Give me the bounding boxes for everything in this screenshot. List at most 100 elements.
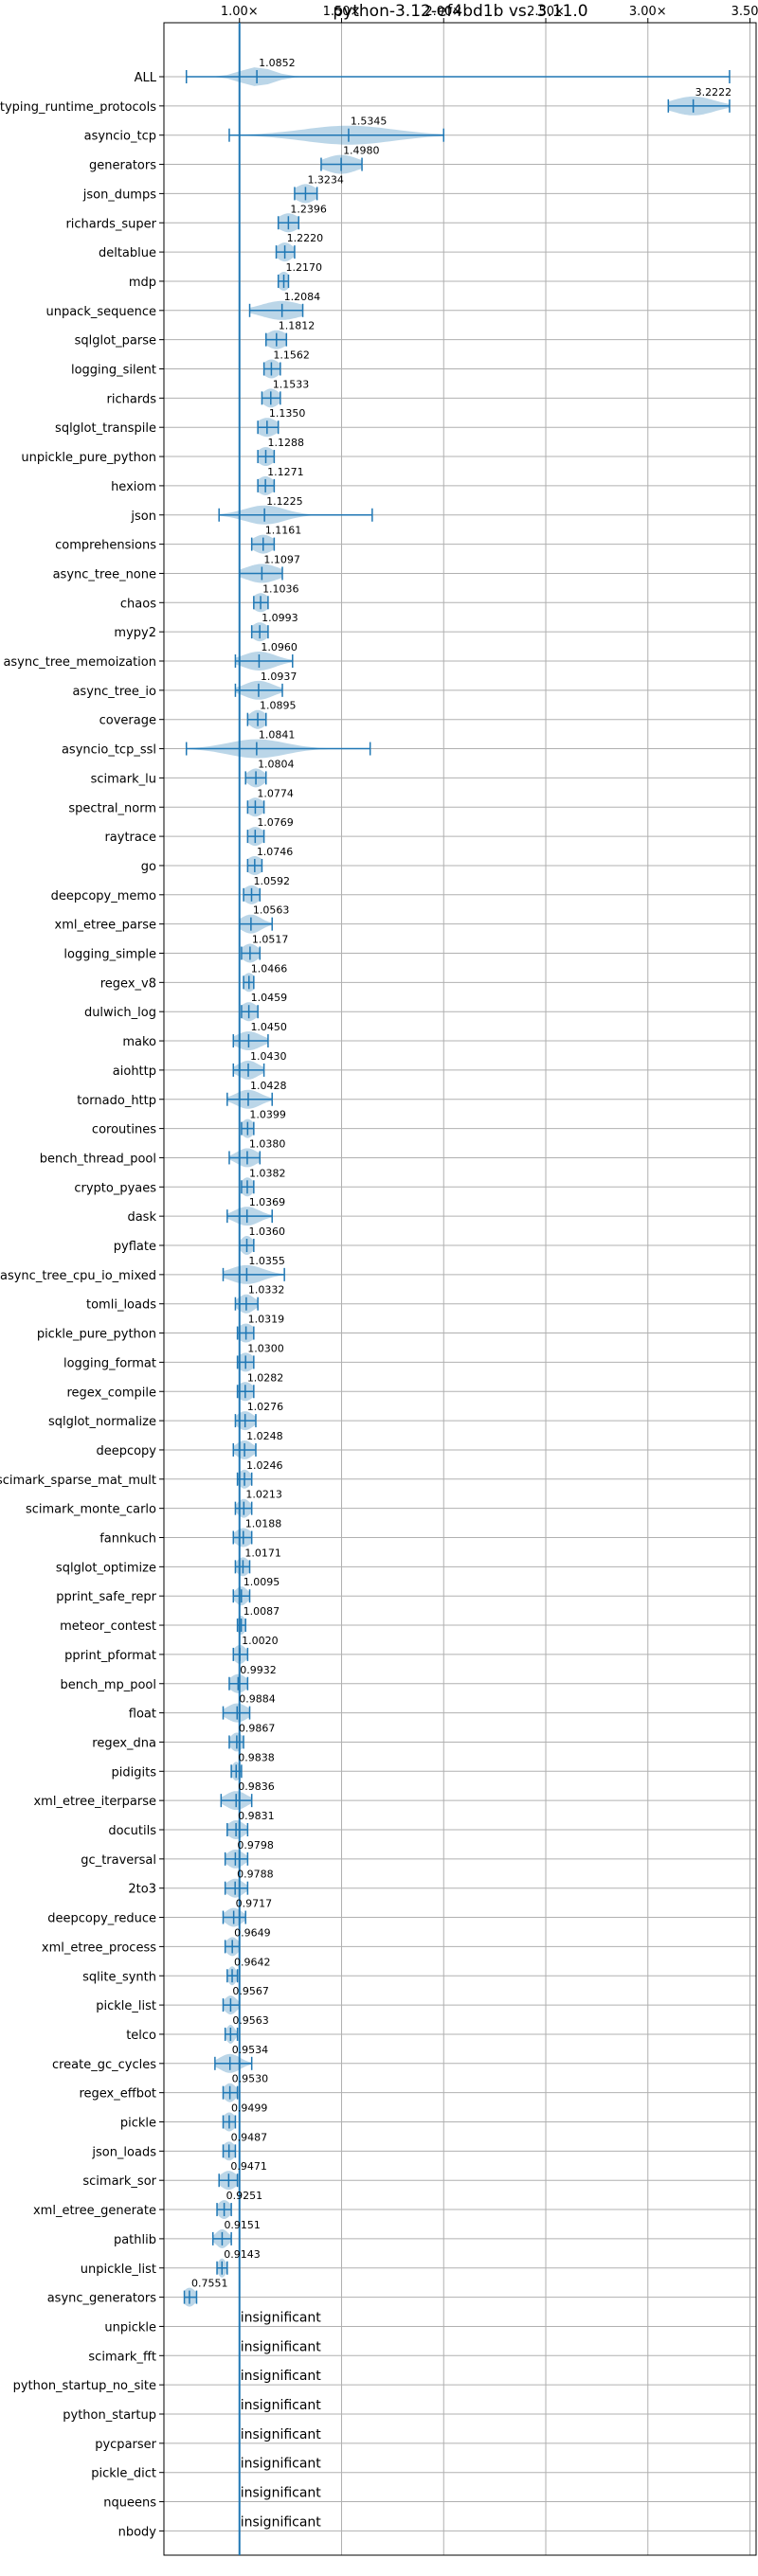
value-label: 0.9649 — [234, 1926, 271, 1939]
value-label: 1.0360 — [249, 1225, 286, 1238]
benchmark-label: bench_mp_pool — [60, 1678, 156, 1692]
benchmark-label: pathlib — [114, 2233, 156, 2247]
benchmark-label: sqlglot_parse — [75, 334, 156, 349]
value-label: 1.0087 — [244, 1605, 280, 1618]
benchmark-label: json_loads — [91, 2145, 156, 2159]
value-label: 1.1271 — [267, 466, 304, 478]
value-label: 1.0095 — [244, 1576, 280, 1588]
benchmark-label: deepcopy_memo — [51, 889, 156, 903]
benchmark-label: meteor_contest — [60, 1619, 156, 1634]
plot-frame — [163, 22, 757, 2556]
value-label: 1.0774 — [257, 787, 294, 799]
benchmark-label: gc_traversal — [81, 1853, 156, 1868]
benchmark-label: sqlglot_normalize — [48, 1415, 156, 1429]
insignificant-label: insignificant — [241, 2369, 322, 2384]
benchmark-label: json — [130, 510, 156, 524]
value-label: 1.0369 — [249, 1196, 286, 1208]
value-label: 0.9884 — [239, 1693, 276, 1706]
value-label: 1.4980 — [343, 145, 380, 157]
benchmark-label: scimark_fft — [88, 2350, 156, 2364]
benchmark-label: nbody — [118, 2525, 157, 2539]
value-label: 1.0276 — [247, 1401, 284, 1413]
benchmark-label: crypto_pyaes — [74, 1181, 156, 1195]
value-label: 1.0213 — [245, 1489, 282, 1501]
benchmark-label: pickle_pure_python — [37, 1328, 156, 1342]
benchmark-label: async_tree_none — [53, 567, 156, 581]
insignificant-label: insignificant — [241, 2486, 322, 2501]
value-label: 1.0282 — [247, 1371, 284, 1384]
benchmark-label: generators — [89, 159, 156, 173]
value-label: 0.9499 — [231, 2102, 268, 2115]
value-label: 1.0993 — [262, 612, 298, 624]
value-label: 0.9831 — [238, 1810, 274, 1822]
value-label: 0.9932 — [240, 1664, 277, 1676]
value-label: 0.9151 — [224, 2219, 261, 2231]
value-label: 1.1812 — [279, 320, 316, 332]
benchmark-label: bench_thread_pool — [40, 1152, 156, 1166]
value-label: 1.0380 — [249, 1137, 286, 1150]
value-label: 1.5345 — [351, 116, 388, 128]
benchmark-label: richards_super — [65, 217, 156, 231]
benchmark-label: regex_v8 — [100, 976, 156, 991]
benchmark-label: create_gc_cycles — [52, 2058, 156, 2072]
value-label: 1.2170 — [286, 261, 323, 274]
benchmark-label: python_startup — [63, 2408, 156, 2423]
value-label: 1.0382 — [249, 1167, 286, 1179]
value-label: 1.0895 — [260, 700, 297, 712]
value-label: 0.9530 — [232, 2073, 268, 2085]
value-label: 1.0355 — [248, 1255, 285, 1267]
benchmark-label: deepcopy_reduce — [47, 1912, 156, 1926]
value-label: 0.9563 — [232, 2014, 269, 2027]
value-label: 0.9717 — [236, 1898, 273, 1910]
value-label: 1.0459 — [251, 992, 288, 1004]
benchmark-label: xml_etree_process — [42, 1941, 156, 1955]
value-label: 1.0300 — [247, 1342, 284, 1354]
value-label: 1.1562 — [273, 349, 310, 362]
value-label: 1.1036 — [262, 582, 299, 595]
benchmark-label: pickle_list — [96, 1999, 156, 2013]
x-tick-label: 3.00× — [629, 5, 667, 19]
benchmark-label: aiohttp — [113, 1064, 156, 1079]
x-tick-label: 3.50× — [731, 5, 758, 19]
benchmark-label: sqlite_synth — [82, 1970, 156, 1984]
value-label: 0.9836 — [238, 1780, 275, 1793]
benchmark-label: unpack_sequence — [45, 305, 156, 319]
insignificant-label: insignificant — [241, 2398, 322, 2413]
benchmark-label: pickle_dict — [91, 2467, 156, 2481]
value-label: 1.0020 — [242, 1635, 279, 1647]
x-tick-label: 1.50× — [323, 5, 361, 19]
value-label: 1.0769 — [257, 816, 294, 829]
insignificant-label: insignificant — [241, 2514, 322, 2530]
benchmark-label: async_tree_io — [72, 685, 156, 699]
benchmark-label: regex_effbot — [79, 2087, 156, 2102]
benchmark-label: async_generators — [47, 2292, 157, 2306]
benchmark-label: chaos — [120, 597, 156, 611]
benchmark-label: ALL — [135, 71, 157, 85]
benchmark-label: python_startup_no_site — [13, 2379, 156, 2393]
value-label: 1.2084 — [284, 291, 321, 303]
benchmark-label: hexiom — [111, 480, 156, 494]
benchmark-label: unpickle_pure_python — [21, 451, 156, 465]
benchmark-label: pprint_safe_repr — [56, 1590, 156, 1604]
benchmark-label: async_tree_cpu_io_mixed — [0, 1269, 156, 1283]
value-label: 3.2222 — [695, 86, 732, 98]
benchmark-label: logging_silent — [71, 364, 156, 378]
x-tick-label: 2.00× — [424, 5, 462, 19]
benchmark-label: regex_dna — [92, 1736, 156, 1750]
benchmark-label: typing_runtime_protocols — [0, 100, 156, 115]
value-label: 1.0937 — [261, 671, 298, 683]
value-label: 1.0592 — [254, 875, 291, 887]
benchmark-label: tomli_loads — [86, 1298, 156, 1313]
benchmark-label: pickle — [120, 2117, 156, 2131]
benchmark-label: logging_simple — [63, 948, 156, 962]
value-label: 1.0246 — [246, 1459, 283, 1472]
benchmark-label: scimark_lu — [91, 772, 156, 786]
value-label: 0.7551 — [191, 2278, 228, 2290]
benchmark-label: coverage — [99, 714, 156, 728]
value-label: 1.1288 — [268, 437, 305, 449]
benchmark-label: fannkuch — [99, 1532, 156, 1547]
value-label: 1.0188 — [245, 1518, 282, 1530]
value-label: 1.0517 — [252, 934, 289, 946]
benchmark-label: logging_format — [63, 1356, 156, 1370]
